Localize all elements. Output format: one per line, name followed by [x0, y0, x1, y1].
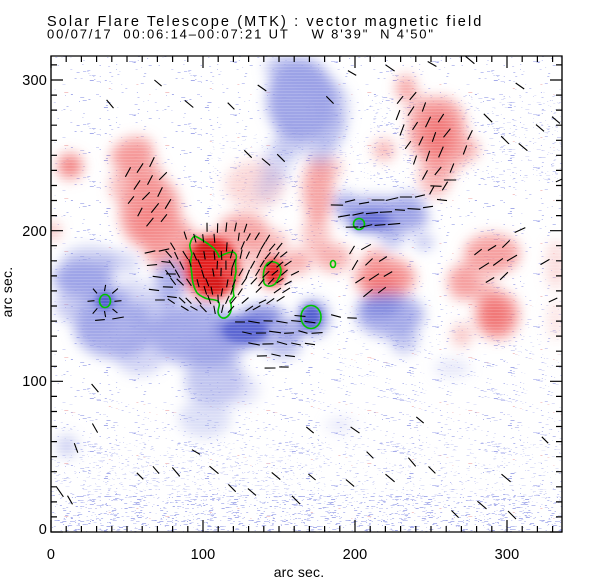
- svg-text:00/07/17 00:06:14–00:07:21 UT: 00/07/17 00:06:14–00:07:21 UT W 8'39" N …: [47, 27, 435, 42]
- svg-text:Solar Flare Telescope (MTK) :: Solar Flare Telescope (MTK) : vector mag…: [47, 14, 483, 30]
- svg-text:arc sec.: arc sec.: [274, 564, 325, 580]
- svg-text:200: 200: [343, 547, 368, 563]
- svg-text:200: 200: [22, 224, 47, 240]
- svg-text:0: 0: [47, 547, 55, 563]
- svg-text:100: 100: [22, 374, 47, 390]
- svg-text:300: 300: [495, 547, 520, 563]
- svg-text:100: 100: [191, 547, 216, 563]
- svg-text:300: 300: [22, 73, 47, 89]
- svg-text:0: 0: [39, 522, 47, 538]
- svg-text:arc sec.: arc sec.: [0, 267, 15, 318]
